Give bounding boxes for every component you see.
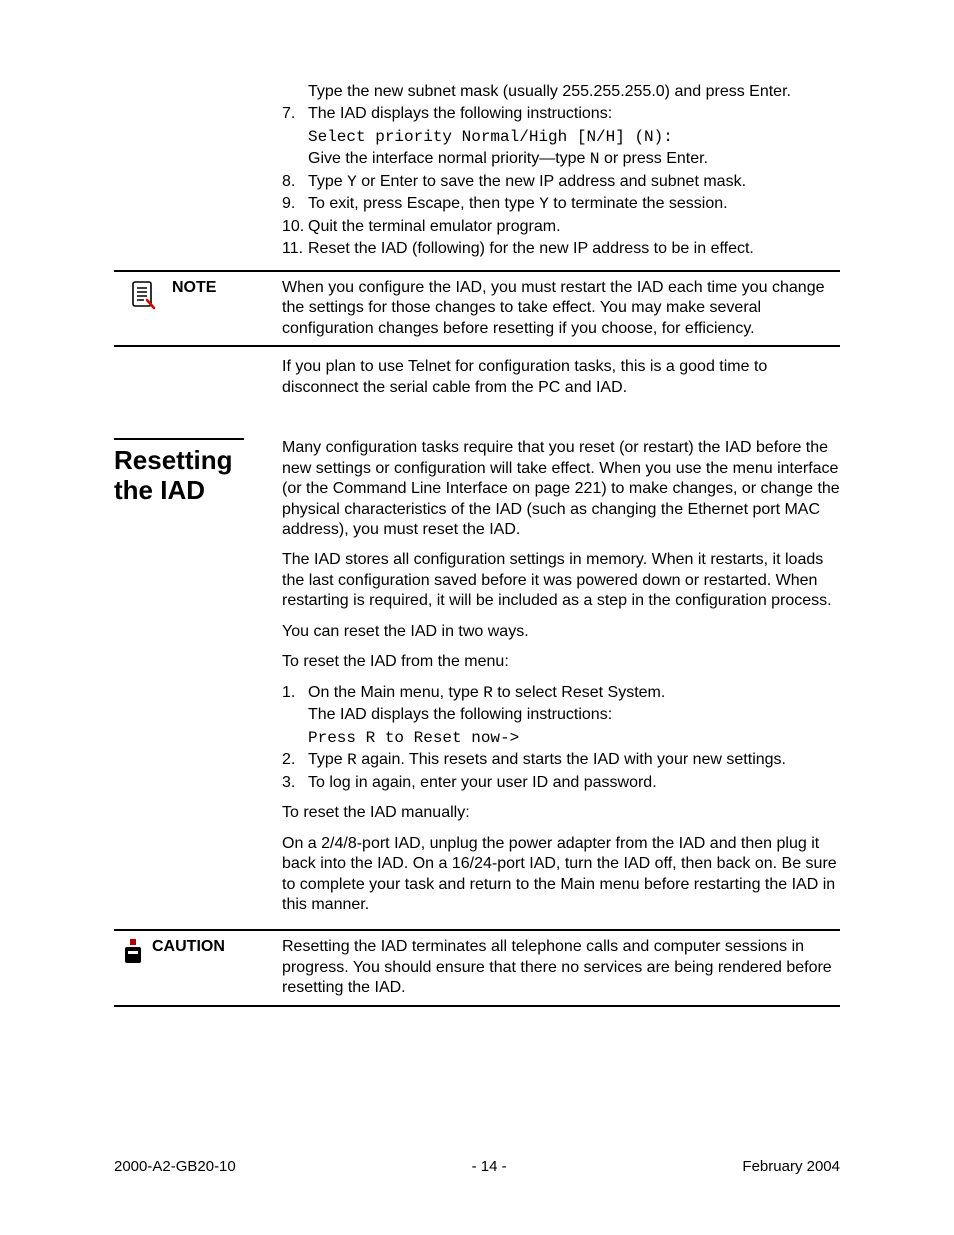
step7-code: Select priority Normal/High [N/H] (N): (308, 127, 840, 147)
caution-text: Resetting the IAD terminates all telepho… (282, 937, 840, 998)
left-gutter (114, 82, 282, 262)
step-11: 11. Reset the IAD (following) for the ne… (282, 239, 840, 259)
section-heading: Resetting the IAD (114, 446, 270, 506)
footer-left: 2000-A2-GB20-10 (114, 1158, 236, 1175)
step-num: 10. (282, 217, 308, 237)
reset-p3: You can reset the IAD in two ways. (282, 622, 840, 642)
reset-p6: On a 2/4/8-port IAD, unplug the power ad… (282, 834, 840, 916)
step-num: 8. (282, 172, 308, 192)
heading-rule (114, 438, 244, 440)
reset-s1-sub1: The IAD displays the following instructi… (308, 705, 840, 725)
afternote-col: If you plan to use Telnet for configurat… (282, 357, 840, 408)
step7-line2: Give the interface normal priority—type … (308, 149, 840, 169)
step-num: 2. (282, 750, 308, 770)
reset-step-1: 1. On the Main menu, type R to select Re… (282, 683, 840, 748)
step-text: To exit, press Escape, then type Y to te… (308, 194, 840, 214)
reset-p2: The IAD stores all configuration setting… (282, 550, 840, 611)
step-9: 9. To exit, press Escape, then type Y to… (282, 194, 840, 214)
step-num: 11. (282, 239, 308, 259)
reset-step-2: 2. Type R again. This resets and starts … (282, 750, 840, 770)
caution-label: CAUTION (152, 937, 282, 998)
step-text: To log in again, enter your user ID and … (308, 773, 840, 793)
top-steps: Type the new subnet mask (usually 255.25… (282, 82, 840, 262)
caution-icon (114, 937, 152, 998)
note-text: When you configure the IAD, you must res… (282, 278, 840, 339)
reset-s1-sub2: Press R to Reset now-> (308, 728, 840, 748)
steps-list-top: Type the new subnet mask (usually 255.25… (282, 82, 840, 260)
step-text: Type Y or Enter to save the new IP addre… (308, 172, 840, 192)
step-num-blank (282, 82, 308, 102)
note-callout: NOTE When you configure the IAD, you mus… (114, 270, 840, 347)
step-num: 7. (282, 104, 308, 169)
left-gutter (114, 357, 282, 408)
step-10: 10. Quit the terminal emulator program. (282, 217, 840, 237)
step-7: 7. The IAD displays the following instru… (282, 104, 840, 169)
step-text: On the Main menu, type R to select Reset… (308, 683, 840, 748)
footer-right: February 2004 (742, 1158, 840, 1175)
reset-steps-list: 1. On the Main menu, type R to select Re… (282, 683, 840, 793)
step-text: Type the new subnet mask (usually 255.25… (308, 82, 840, 102)
reset-p5: To reset the IAD manually: (282, 803, 840, 823)
step-text: Type R again. This resets and starts the… (308, 750, 840, 770)
step-text: The IAD displays the following instructi… (308, 104, 840, 169)
page-content: Type the new subnet mask (usually 255.25… (114, 82, 840, 1007)
afternote-text: If you plan to use Telnet for configurat… (282, 357, 840, 398)
caution-callout: CAUTION Resetting the IAD terminates all… (114, 929, 840, 1006)
reset-p4: To reset the IAD from the menu: (282, 652, 840, 672)
reset-step-3: 3. To log in again, enter your user ID a… (282, 773, 840, 793)
step-num: 1. (282, 683, 308, 748)
footer-center: - 14 - (472, 1158, 507, 1175)
top-steps-row: Type the new subnet mask (usually 255.25… (114, 82, 840, 262)
step-text: Quit the terminal emulator program. (308, 217, 840, 237)
reset-p1: Many configuration tasks require that yo… (282, 438, 840, 540)
step-text: Reset the IAD (following) for the new IP… (308, 239, 840, 259)
page-footer: 2000-A2-GB20-10 - 14 - February 2004 (114, 1158, 840, 1175)
note-label: NOTE (172, 278, 282, 339)
step-8: 8. Type Y or Enter to save the new IP ad… (282, 172, 840, 192)
afternote-row: If you plan to use Telnet for configurat… (114, 357, 840, 408)
reset-heading-col: Resetting the IAD (114, 438, 282, 925)
note-icon (114, 278, 172, 339)
step-pre7: Type the new subnet mask (usually 255.25… (282, 82, 840, 102)
reset-body-col: Many configuration tasks require that yo… (282, 438, 840, 925)
step-num: 9. (282, 194, 308, 214)
step-num: 3. (282, 773, 308, 793)
reset-section: Resetting the IAD Many configuration tas… (114, 438, 840, 925)
step7-line1: The IAD displays the following instructi… (308, 105, 612, 122)
spacer (114, 408, 840, 438)
